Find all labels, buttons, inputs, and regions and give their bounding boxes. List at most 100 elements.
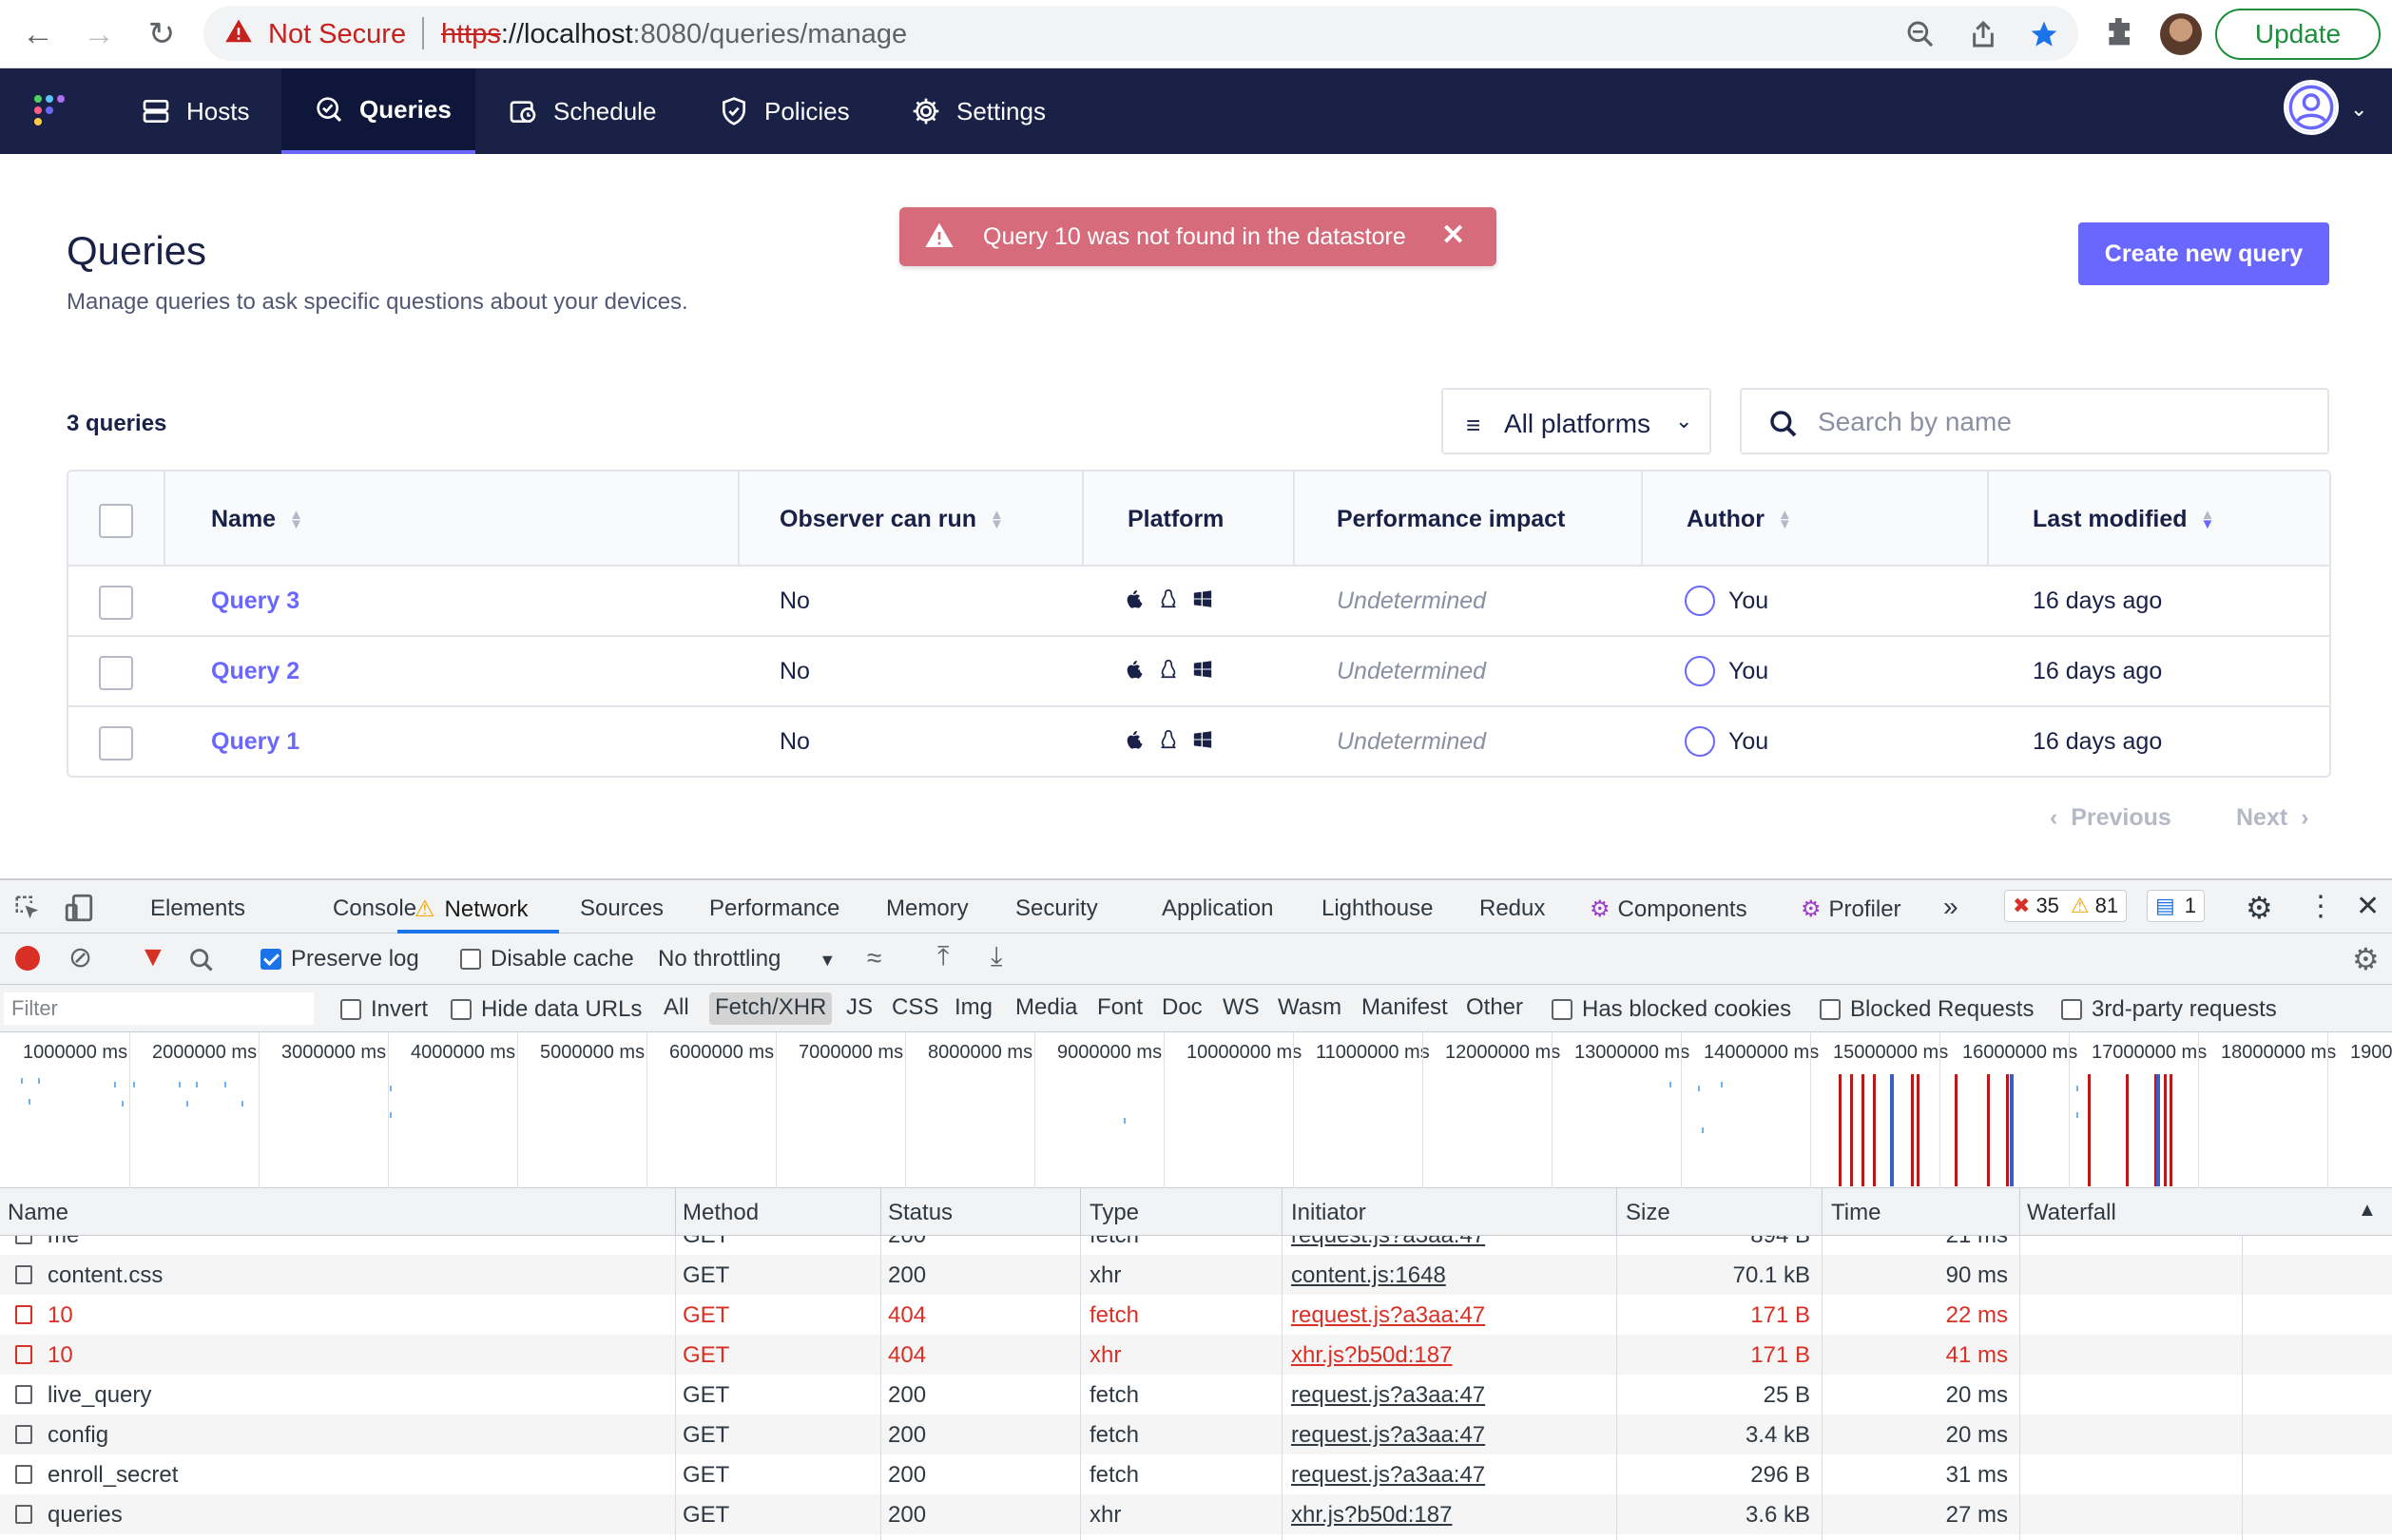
request-initiator[interactable]: request.js?a3aa:47 [1291,1302,1486,1328]
url-text[interactable]: https://localhost:8080/queries/manage [441,19,908,49]
device-toolbar-icon[interactable] [63,892,95,924]
type-filter-all[interactable]: All [664,994,689,1020]
request-initiator[interactable]: xhr.js?b50d:187 [1291,1342,1453,1368]
type-filter-css[interactable]: CSS [892,994,939,1020]
address-bar[interactable]: Not Secure https://localhost:8080/querie… [203,6,2078,61]
request-row[interactable]: me GET 200 fetch request.js?a3aa:47 894 B 21 m… [0,1236,2392,1255]
network-settings-gear-icon[interactable]: ⚙ [2352,942,2380,976]
filter-input[interactable]: Filter [4,992,314,1025]
tab-network[interactable]: ⚠ Network [415,896,529,922]
col-type[interactable]: Type [1090,1200,1140,1225]
type-filter-img[interactable]: Img [955,994,993,1020]
share-icon[interactable] [1968,19,1998,49]
hide-data-urls-checkbox[interactable]: Hide data URLs [451,996,642,1023]
blocked-requests-checkbox[interactable]: Blocked Requests [1820,996,2034,1023]
header-name[interactable]: Name ▲ ▼ [211,506,303,533]
col-time[interactable]: Time [1831,1200,1881,1225]
zoom-icon[interactable] [1905,19,1936,49]
request-row[interactable]: queries GET 200 xhr xhr.js?b50d:187 3.6 kB 27 … [0,1494,2392,1534]
nav-settings[interactable]: Settings [911,68,1051,154]
col-initiator[interactable]: Initiator [1291,1200,1366,1225]
request-initiator[interactable]: content.js:1648 [1291,1262,1446,1288]
issues-counter[interactable]: ✖ 35 ⚠ 81 [2004,890,2128,922]
network-conditions-icon[interactable]: ≈ [867,943,882,972]
platform-filter-dropdown[interactable]: ≡ All platforms ⌄ [1441,388,1711,454]
forward-icon[interactable]: → [83,15,115,52]
tab-application[interactable]: Application [1162,895,1274,921]
bookmark-star-icon[interactable] [2029,19,2059,49]
network-overview-timeline[interactable]: 1000000 ms 2000000 ms 3000000 ms 4000000 ms… [0,1032,2392,1188]
nav-policies[interactable]: Policies [719,68,852,154]
row-checkbox[interactable] [99,726,133,760]
create-new-query-button[interactable]: Create new query [2078,222,2329,285]
request-initiator[interactable]: request.js?a3aa:47 [1291,1422,1486,1448]
request-row[interactable]: enroll_secret GET 200 fetch request.js?a3aa:… [0,1454,2392,1494]
tab-elements[interactable]: Elements [150,895,246,921]
nav-hosts[interactable]: Hosts [141,68,262,154]
fleet-logo-icon[interactable] [32,93,70,131]
disable-cache-checkbox[interactable]: Disable cache [460,946,634,972]
header-author[interactable]: Author ▲ ▼ [1687,506,1792,533]
invert-checkbox[interactable]: Invert [340,996,428,1023]
request-initiator[interactable]: request.js?a3aa:47 [1291,1236,1485,1249]
nav-queries[interactable]: Queries [281,68,475,154]
previous-page-button[interactable]: ‹ Previous [2050,804,2171,831]
tab-sources[interactable]: Sources [580,895,665,921]
request-row[interactable]: content.css GET 200 xhr content.js:1648 70.1 … [0,1255,2392,1295]
inspect-element-icon[interactable] [13,894,42,922]
row-checkbox[interactable] [99,586,133,620]
header-last-modified[interactable]: Last modified ▲ ▼ [2033,506,2215,533]
col-waterfall[interactable]: Waterfall [2027,1200,2116,1225]
next-page-button[interactable]: Next › [2236,804,2309,831]
request-row[interactable]: config GET 200 fetch request.js?a3aa:47 3.4 k… [0,1415,2392,1454]
tab-performance[interactable]: Performance [709,895,840,921]
tab-security[interactable]: Security [1015,895,1098,921]
user-menu-chevron-icon[interactable]: ⌄ [2350,97,2368,121]
export-har-icon[interactable]: ⤓ [991,941,1003,971]
request-initiator[interactable]: xhr.js?b50d:187 [1291,1502,1453,1528]
type-filter-fetch-xhr[interactable]: Fetch/XHR [709,992,833,1025]
type-filter-js[interactable]: JS [846,994,874,1020]
request-row[interactable]: live_query GET 200 fetch request.js?a3aa:47 2… [0,1375,2392,1415]
search-input[interactable] [1818,403,2293,441]
extensions-icon[interactable] [2101,13,2139,51]
filter-funnel-icon[interactable]: ▼ [139,941,167,972]
tab-console[interactable]: Console [333,895,417,921]
request-row[interactable]: 10 GET 404 xhr xhr.js?b50d:187 171 B 41 ms [0,1335,2392,1375]
tab-profiler[interactable]: ⚙ Profiler [1801,896,1901,922]
blocked-cookies-checkbox[interactable]: Has blocked cookies [1552,996,1791,1023]
tab-memory[interactable]: Memory [886,895,969,921]
col-size[interactable]: Size [1626,1200,1670,1225]
record-icon[interactable] [15,946,40,971]
query-name-link[interactable]: Query 1 [211,728,300,755]
request-initiator[interactable]: request.js?a3aa:47 [1291,1462,1486,1488]
type-filter-media[interactable]: Media [1015,994,1078,1020]
close-icon[interactable]: ✕ [2356,891,2381,922]
gear-icon[interactable]: ⚙ [2246,891,2273,925]
type-filter-ws[interactable]: WS [1223,994,1260,1020]
col-method[interactable]: Method [683,1200,760,1225]
messages-counter[interactable]: ▤ 1 [2147,890,2206,922]
browser-profile-avatar[interactable] [2160,13,2202,55]
tab-components[interactable]: ⚙ Components [1590,896,1747,922]
request-row[interactable]: 10 GET 404 fetch request.js?a3aa:47 171 B 22 m… [0,1295,2392,1335]
tab-redux[interactable]: Redux [1479,895,1546,921]
header-observer[interactable]: Observer can run ▲ ▼ [780,506,1004,533]
update-button[interactable]: Update [2215,9,2381,60]
query-name-link[interactable]: Query 3 [211,587,300,614]
preserve-log-checkbox[interactable]: Preserve log [260,946,419,972]
third-party-checkbox[interactable]: 3rd-party requests [2061,996,2277,1023]
type-filter-font[interactable]: Font [1097,994,1144,1020]
sort-ascending-icon[interactable]: ▲ [2358,1200,2377,1221]
throttling-select[interactable]: No throttling ▼ [658,946,837,972]
type-filter-other[interactable]: Other [1466,994,1524,1020]
user-avatar[interactable] [2284,80,2339,135]
type-filter-doc[interactable]: Doc [1162,994,1203,1020]
col-name[interactable]: Name [8,1200,69,1225]
query-name-link[interactable]: Query 2 [211,658,300,684]
clear-icon[interactable]: ⊘ [68,942,93,973]
kebab-menu-icon[interactable]: ⋮ [2306,891,2335,922]
type-filter-wasm[interactable]: Wasm [1278,994,1342,1020]
more-tabs-icon[interactable]: » [1943,892,1958,921]
import-har-icon[interactable]: ⤒ [937,941,950,971]
